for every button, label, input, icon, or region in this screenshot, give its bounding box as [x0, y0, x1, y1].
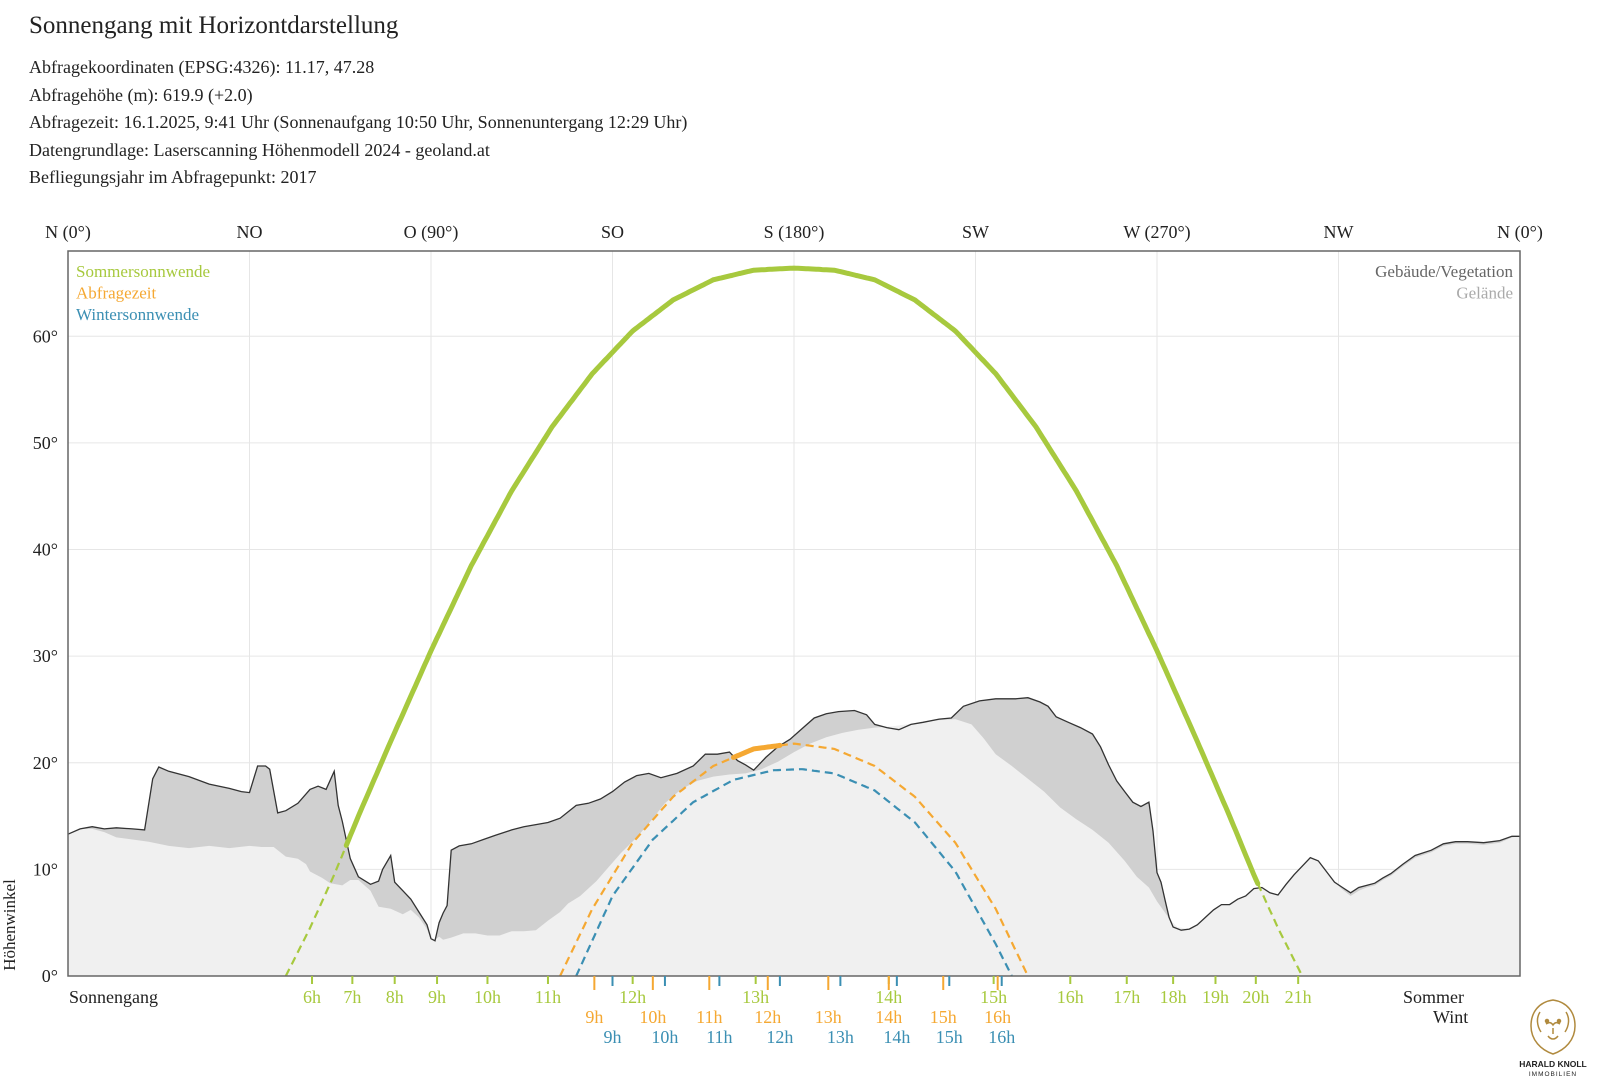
- hour-label: 12h: [619, 987, 646, 1007]
- info-line-time: Abfragezeit: 16.1.2025, 9:41 Uhr (Sonnen…: [29, 112, 688, 132]
- y-axis-title: Höhenwinkel: [0, 879, 19, 971]
- y-tick-label: 30°: [33, 646, 58, 666]
- legend-left-item: Sommersonnwende: [76, 262, 210, 281]
- legend-right-item: Gelände: [1456, 284, 1513, 303]
- hour-label: 16h: [984, 1007, 1011, 1027]
- lion-icon: HARALD KNOLL IMMOBILIEN: [1519, 999, 1587, 1078]
- company-logo: HARALD KNOLL IMMOBILIEN: [1506, 994, 1600, 1080]
- hour-label: 9h: [428, 987, 446, 1007]
- info-line-coordinates: Abfragekoordinaten (EPSG:4326): 11.17, 4…: [29, 57, 375, 77]
- hour-label: 12h: [754, 1007, 781, 1027]
- azimuth-label: W (270°): [1123, 222, 1190, 243]
- info-line-flight-year: Befliegungsjahr im Abfragepunkt: 2017: [29, 167, 317, 187]
- hour-label: 13h: [827, 1027, 854, 1047]
- hour-label: 11h: [535, 987, 561, 1007]
- hour-label: 14h: [875, 1007, 902, 1027]
- query-sun-path-visible: [731, 742, 783, 760]
- hour-label: 20h: [1242, 987, 1269, 1007]
- hour-label: 9h: [604, 1027, 622, 1047]
- y-tick-label: 50°: [33, 433, 58, 453]
- azimuth-label: NW: [1324, 222, 1354, 242]
- hour-label: 11h: [706, 1027, 732, 1047]
- logo-text-line2: IMMOBILIEN: [1529, 1071, 1577, 1078]
- hour-label: 14h: [875, 987, 902, 1007]
- info-line-source: Datengrundlage: Laserscanning Höhenmodel…: [29, 139, 490, 160]
- page-title: Sonnengang mit Horizontdarstellung: [29, 12, 399, 39]
- hour-label: 18h: [1160, 987, 1187, 1007]
- y-tick-label: 60°: [33, 326, 58, 346]
- y-tick-label: 20°: [33, 753, 58, 773]
- plot-frame: [67, 250, 1521, 977]
- winter-sun-path-hidden: [575, 768, 1013, 977]
- hour-label: 13h: [815, 1007, 842, 1027]
- hour-label: 9h: [585, 1007, 603, 1027]
- hour-label: 16h: [988, 1027, 1015, 1047]
- hour-label: 15h: [930, 1007, 957, 1027]
- hour-label: 10h: [639, 1007, 666, 1027]
- query-sun-path-hidden: [559, 756, 734, 977]
- azimuth-label: NO: [237, 222, 263, 242]
- hour-label: 7h: [343, 987, 361, 1007]
- hour-label: 15h: [980, 987, 1007, 1007]
- bottom-label-winter: Wint: [1433, 1007, 1468, 1027]
- hour-label: 11h: [696, 1007, 722, 1027]
- horizon-line: [67, 697, 1520, 942]
- hour-label: 12h: [766, 1027, 793, 1047]
- azimuth-label: N (0°): [45, 222, 91, 243]
- azimuth-label: SW: [962, 222, 989, 242]
- hour-label: 6h: [303, 987, 321, 1007]
- logo-text-line1: HARALD KNOLL: [1519, 1059, 1587, 1069]
- hour-label: 13h: [742, 987, 769, 1007]
- info-line-height: Abfragehöhe (m): 619.9 (+2.0): [29, 84, 253, 105]
- summer-sun-path-hidden: [284, 844, 348, 977]
- hour-label: 15h: [936, 1027, 963, 1047]
- legend-left-item: Abfragezeit: [76, 284, 157, 303]
- bottom-label-summer: Sommer: [1403, 987, 1464, 1007]
- hour-label: 10h: [474, 987, 501, 1007]
- terrain-area: [68, 719, 1520, 976]
- azimuth-label: SO: [601, 222, 624, 242]
- y-tick-label: 40°: [33, 540, 58, 560]
- legend-right-item: Gebäude/Vegetation: [1375, 262, 1513, 281]
- legend-left-item: Wintersonnwende: [76, 305, 199, 324]
- azimuth-label: N (0°): [1497, 222, 1543, 243]
- grid-lines: [68, 251, 1520, 976]
- hour-label: 19h: [1202, 987, 1229, 1007]
- azimuth-label: S (180°): [764, 222, 825, 243]
- hour-label: 8h: [386, 987, 404, 1007]
- y-tick-label: 10°: [33, 859, 58, 879]
- header: Sonnengang mit Horizontdarstellung Abfra…: [29, 12, 687, 192]
- hour-label: 17h: [1113, 987, 1140, 1007]
- hour-label: 14h: [883, 1027, 910, 1047]
- bottom-label-sonnengang: Sonnengang: [69, 987, 158, 1007]
- hour-label: 21h: [1285, 987, 1312, 1007]
- hour-label: 16h: [1057, 987, 1084, 1007]
- azimuth-label: O (90°): [404, 222, 459, 243]
- summer-sun-path-visible: [343, 265, 1261, 887]
- y-tick-label: 0°: [42, 966, 58, 986]
- hour-label: 10h: [651, 1027, 678, 1047]
- summer-sun-path-hidden: [1256, 883, 1304, 977]
- query-sun-path-hidden: [779, 742, 1029, 977]
